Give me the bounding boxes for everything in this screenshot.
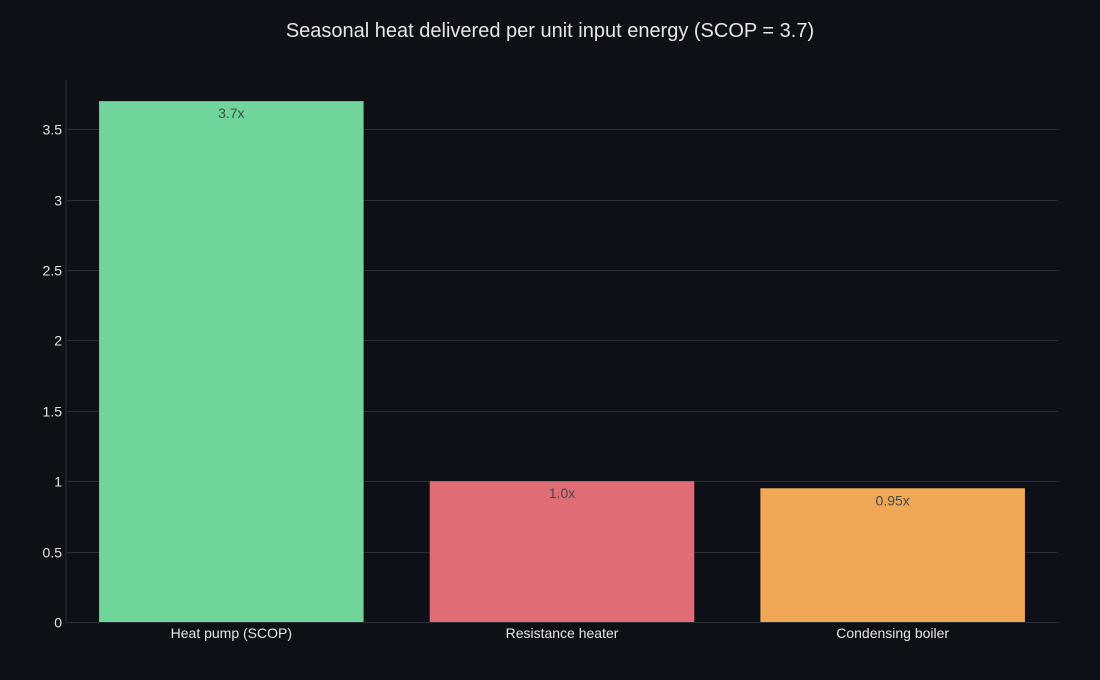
bar-data-label: 3.7x: [218, 105, 244, 121]
x-tick-label: Heat pump (SCOP): [171, 625, 292, 641]
y-axis: 0 0.5 1 1.5 2 2.5 3 3.5: [43, 80, 67, 631]
bar-data-label: 0.95x: [876, 492, 910, 508]
bar: [99, 101, 364, 622]
bars: [99, 101, 1025, 622]
chart-title: Seasonal heat delivered per unit input e…: [285, 20, 815, 42]
x-axis: Heat pump (SCOP) Resistance heater Condens…: [171, 625, 950, 641]
x-tick-label: Condensing boiler: [836, 625, 949, 641]
y-tick-label: 1.5: [43, 404, 63, 420]
y-tick-label: 0.5: [43, 545, 63, 561]
y-tick-label: 1: [54, 474, 62, 490]
data-labels: 3.7x 1.0x 0.95x: [218, 105, 910, 508]
x-tick-label: Resistance heater: [506, 625, 619, 641]
y-tick-label: 2: [54, 333, 62, 349]
bar-data-label: 1.0x: [549, 485, 575, 501]
bar: [760, 488, 1025, 622]
y-tick-label: 2.5: [43, 263, 63, 279]
bar: [429, 481, 695, 622]
y-tick-label: 0: [54, 615, 62, 631]
y-tick-label: 3: [54, 193, 62, 209]
y-tick-label: 3.5: [43, 122, 63, 138]
